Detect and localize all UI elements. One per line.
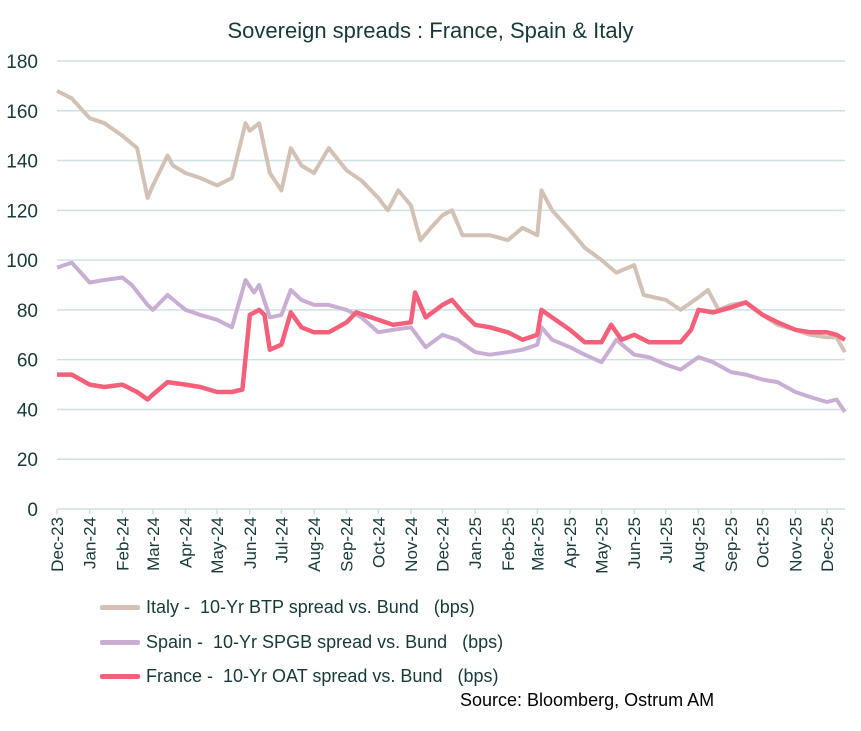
chart-title: Sovereign spreads : France, Spain & Ital… [227, 18, 634, 43]
legend-swatch [100, 640, 140, 645]
source-note: Source: Bloomberg, Ostrum AM [460, 690, 715, 710]
legend-swatch [100, 605, 140, 610]
x-tick-label: Dec-24 [434, 517, 453, 572]
series-line-italy [56, 89, 847, 354]
x-tick-label: Jul-24 [272, 517, 291, 563]
x-tick-label: Oct-24 [369, 517, 388, 568]
x-tick-label: May-25 [593, 517, 612, 574]
y-tick-label: 40 [17, 400, 38, 421]
x-tick-label: Jan-25 [466, 517, 485, 569]
legend-label: Spain - 10-Yr SPGB spread vs. Bund (bps) [146, 632, 504, 652]
series-line-spain [56, 260, 847, 414]
x-tick-label: Aug-24 [305, 517, 324, 572]
series-line-france [57, 290, 847, 402]
y-tick-label: 80 [17, 301, 38, 322]
x-tick-label: Jun-24 [241, 517, 260, 569]
x-tick-label: Mar-24 [144, 517, 163, 571]
y-tick-label: 100 [6, 251, 38, 272]
x-tick-label: Sep-25 [722, 517, 741, 572]
legend-label: France - 10-Yr OAT spread vs. Bund (bps) [146, 666, 499, 686]
x-tick-label: Feb-24 [113, 517, 132, 571]
y-tick-label: 60 [17, 351, 38, 372]
x-tick-label: Mar-25 [528, 517, 547, 571]
y-tick-label: 160 [6, 102, 38, 123]
x-tick-label: Jul-25 [657, 517, 676, 563]
x-tick-label: May-24 [208, 517, 227, 574]
legend-item-spain: Spain - 10-Yr SPGB spread vs. Bund (bps) [100, 632, 503, 653]
x-tick-label: Apr-24 [177, 517, 196, 568]
legend-item-france: France - 10-Yr OAT spread vs. Bund (bps) [100, 666, 498, 687]
x-tick-label: Sep-24 [338, 517, 357, 572]
y-tick-label: 20 [17, 450, 38, 471]
y-tick-label: 140 [6, 152, 38, 173]
y-tick-label: 120 [6, 201, 38, 222]
x-tick-label: Nov-25 [786, 517, 805, 572]
y-tick-label: 0 [27, 500, 38, 521]
legend-item-italy: Italy - 10-Yr BTP spread vs. Bund (bps) [100, 597, 475, 618]
legend-swatch [100, 674, 140, 679]
x-tick-label: Dec-23 [48, 517, 67, 572]
x-tick-label: Apr-25 [561, 517, 580, 568]
y-tick-label: 180 [6, 52, 38, 73]
legend-label: Italy - 10-Yr BTP spread vs. Bund (bps) [146, 597, 475, 617]
x-tick-label: Nov-24 [402, 517, 421, 572]
x-tick-label: Aug-25 [689, 517, 708, 572]
x-tick-label: Dec-25 [818, 517, 837, 572]
x-tick-label: Jun-25 [625, 517, 644, 569]
x-tick-label: Jan-24 [81, 517, 100, 569]
x-tick-label: Oct-25 [754, 517, 773, 568]
x-tick-label: Feb-25 [499, 517, 518, 571]
